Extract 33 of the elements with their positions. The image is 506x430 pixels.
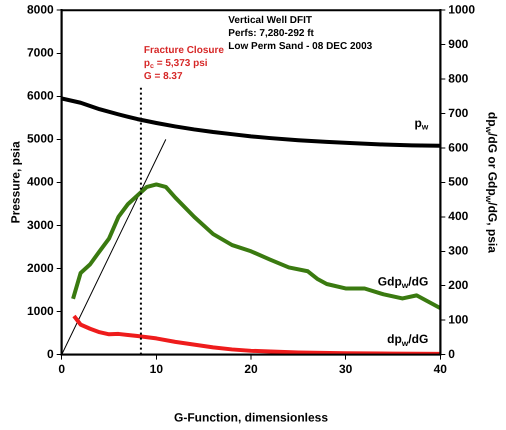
y-axis-title: Pressure, psia	[8, 141, 22, 224]
y-tick-label: 7000	[26, 46, 54, 60]
x-tick-label: 20	[244, 362, 258, 376]
y2-axis-title: dpw/dG or Gdpw/dG, psia	[484, 112, 500, 254]
y-tick-label: 5000	[26, 132, 54, 146]
y2-tick-label: 100	[448, 312, 469, 326]
y2-tick-label: 300	[448, 244, 469, 258]
y2-tick-label: 800	[448, 71, 469, 86]
y-tick-label: 2000	[26, 260, 54, 275]
annotation: Low Perm Sand - 08 DEC 2003	[228, 40, 373, 52]
annotation: Vertical Well DFIT	[228, 14, 312, 26]
y2-tick-label: 600	[448, 140, 469, 154]
y2-tick-label: 700	[448, 106, 469, 120]
x-tick-label: 0	[58, 362, 66, 376]
y2-tick-label: 200	[448, 278, 469, 292]
annotation: Fracture Closure	[144, 44, 224, 56]
y-tick-label: 1000	[26, 304, 54, 318]
y-tick-label: 0	[47, 346, 54, 361]
annotation: G = 8.37	[144, 70, 183, 82]
y2-tick-label: 0	[448, 346, 456, 361]
y-tick-label: 3000	[26, 218, 54, 232]
y-tick-label: 4000	[26, 174, 54, 189]
x-axis-title: G-Function, dimensionless	[174, 410, 328, 424]
annotation: Perfs: 7,280-292 ft	[228, 28, 315, 39]
y-tick-label: 6000	[26, 88, 54, 103]
y-tick-label: 8000	[26, 2, 54, 17]
y2-tick-label: 500	[448, 174, 469, 189]
x-tick-label: 10	[150, 362, 164, 376]
y2-tick-label: 900	[448, 36, 469, 51]
x-tick-label: 40	[434, 362, 448, 376]
y2-tick-label: 1000	[448, 2, 476, 17]
x-tick-label: 30	[338, 362, 353, 376]
y2-tick-label: 400	[448, 209, 469, 224]
